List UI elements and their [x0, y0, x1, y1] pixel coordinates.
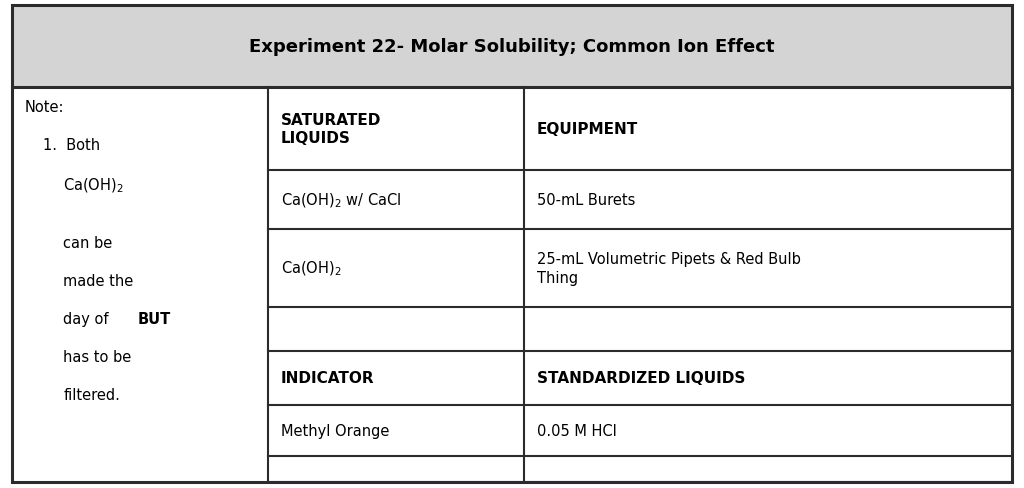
Text: SATURATED
LIQUIDS: SATURATED LIQUIDS — [281, 113, 381, 146]
Text: day of: day of — [63, 311, 114, 326]
Text: Methyl Orange: Methyl Orange — [281, 423, 389, 438]
Text: has to be: has to be — [63, 349, 132, 365]
Text: 0.05 M HCl: 0.05 M HCl — [537, 423, 616, 438]
Text: can be: can be — [63, 235, 113, 250]
Text: 1.  Both: 1. Both — [43, 138, 100, 153]
Text: Note:: Note: — [25, 100, 65, 115]
Text: Experiment 22- Molar Solubility; Common Ion Effect: Experiment 22- Molar Solubility; Common … — [249, 38, 775, 56]
Text: Ca(OH)$_2$ w/ CaCl: Ca(OH)$_2$ w/ CaCl — [281, 191, 401, 209]
Text: filtered.: filtered. — [63, 387, 121, 403]
Text: 25-mL Volumetric Pipets & Red Bulb
Thing: 25-mL Volumetric Pipets & Red Bulb Thing — [537, 251, 801, 285]
Text: INDICATOR: INDICATOR — [281, 371, 374, 386]
Text: BUT: BUT — [137, 311, 170, 326]
Text: EQUIPMENT: EQUIPMENT — [537, 122, 638, 137]
Text: STANDARDIZED LIQUIDS: STANDARDIZED LIQUIDS — [537, 371, 744, 386]
Text: made the: made the — [63, 273, 134, 288]
Text: 50-mL Burets: 50-mL Burets — [537, 193, 635, 207]
Bar — [12, 88, 1012, 482]
Text: Ca(OH)$_2$: Ca(OH)$_2$ — [281, 259, 341, 278]
Text: Ca(OH)$_2$: Ca(OH)$_2$ — [63, 176, 124, 195]
